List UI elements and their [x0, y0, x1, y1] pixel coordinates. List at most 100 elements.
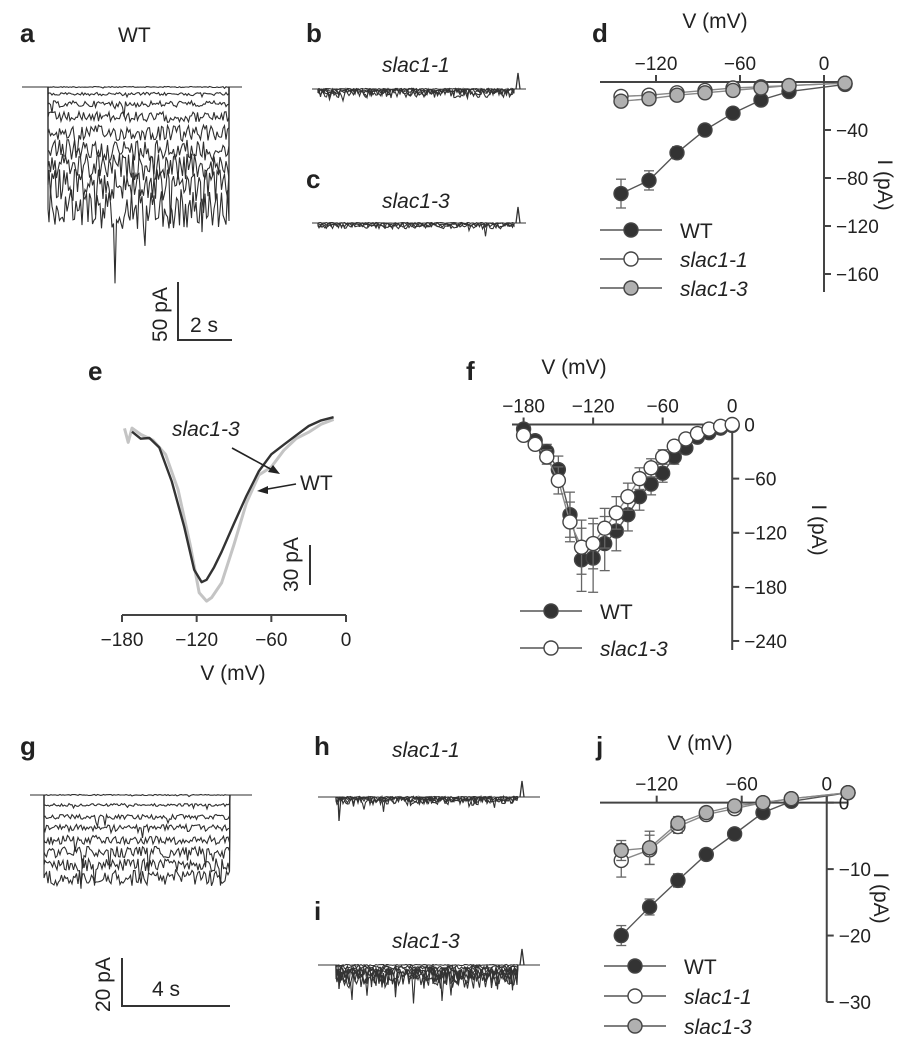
legend-label-slac1-3: slac1-3 [684, 1016, 752, 1039]
trace-line [318, 794, 540, 812]
legend-label-slac1-1: slac1-1 [680, 249, 748, 272]
data-point-slac1-3 [643, 460, 659, 476]
tail-spike [515, 206, 521, 224]
panel-label-c: c [306, 164, 320, 194]
scale-bar-e-label: 30 pA [280, 537, 303, 592]
data-point-WT [725, 105, 741, 121]
data-point-slac1-3 [515, 427, 532, 444]
current-trace-slac1-1 [312, 72, 526, 103]
data-point-WT [726, 826, 743, 842]
data-point-slac1-3 [641, 91, 657, 107]
x-tick-label: 0 [819, 54, 830, 75]
panel-label-h: h [314, 731, 330, 761]
onset-spike [337, 796, 342, 822]
panel-label-e: e [88, 356, 102, 386]
panel-e-annotations: slac1-3 WT 30 pA [172, 418, 333, 592]
data-point-slac1-3 [654, 449, 671, 465]
legend-marker-slac1-1 [623, 251, 639, 267]
trace-line [30, 794, 252, 888]
panel-label-j: j [595, 731, 603, 761]
x-tick-label: 0 [341, 630, 352, 651]
data-point-slac1-3 [585, 535, 601, 552]
legend-label-slac1-3: slac1-3 [680, 278, 748, 301]
data-point-slac1-3 [620, 488, 636, 505]
data-point-slac1-3 [539, 449, 555, 465]
tail-spike [519, 948, 525, 966]
data-point-slac1-3 [698, 804, 714, 821]
data-point-slac1-3 [631, 470, 648, 487]
data-point-slac1-3 [837, 75, 853, 91]
trace-line [22, 85, 242, 90]
trace-title-slac1-3: slac1-3 [382, 190, 450, 213]
legend-marker-WT [543, 603, 559, 619]
data-point-slac1-3 [597, 520, 613, 536]
y-tick-label: −120 [836, 217, 879, 238]
trace-line [30, 794, 252, 829]
y-tick-label: −20 [839, 927, 871, 948]
legend-marker-WT [623, 222, 639, 238]
x-axis-label: V (mV) [667, 732, 732, 755]
legend-marker-slac1-3 [627, 1018, 643, 1034]
data-point-slac1-3 [608, 505, 625, 521]
legend-label-WT: WT [680, 220, 713, 243]
data-point-slac1-3 [613, 842, 629, 859]
legend-marker-slac1-3 [543, 640, 559, 656]
x-tick-label: −60 [726, 775, 758, 796]
scale-bar-g: 20 pA 4 s [92, 957, 230, 1012]
chart-d-iv-curve: −120 −60 0 −40 −80 −120 −160 V (mV) I (pA) WT slac… [600, 10, 896, 301]
trace-line [30, 794, 252, 872]
x-tick-label: −60 [724, 54, 756, 75]
current-traces-g-wt [30, 793, 252, 889]
panel-label-i: i [314, 896, 321, 926]
annotation-slac1-3: slac1-3 [172, 418, 240, 441]
trace-title-i-slac1-3: slac1-3 [392, 930, 460, 953]
trace-line [318, 964, 540, 1001]
trace-line [30, 793, 252, 798]
y-tick-label: −10 [839, 860, 871, 881]
panel-label-a: a [20, 18, 35, 48]
y-tick-label: −180 [744, 578, 787, 599]
data-point-WT [613, 927, 629, 944]
scale-bar-a: 50 pA 2 s [149, 282, 232, 342]
x-tick-label: −120 [175, 630, 218, 651]
y-tick-label: −160 [836, 265, 879, 286]
x-tick-label: −120 [635, 54, 678, 75]
trace-line [22, 86, 242, 175]
x-tick-label: 0 [821, 775, 832, 796]
legend-marker-slac1-1 [627, 988, 643, 1004]
legend-label-slac1-1: slac1-1 [684, 986, 752, 1009]
onset-spike [337, 964, 342, 990]
y-axis-label: I (pA) [807, 504, 830, 555]
data-point-slac1-3 [562, 514, 578, 530]
data-point-WT [670, 872, 686, 889]
legend-label-slac1-3: slac1-3 [600, 638, 668, 661]
data-point-slac1-3 [781, 77, 797, 94]
data-point-slac1-3 [670, 815, 686, 831]
trace-line [22, 86, 242, 233]
y-tick-label: −40 [836, 121, 868, 142]
data-point-slac1-3 [669, 87, 685, 103]
y-tick-label: −80 [836, 169, 868, 190]
x-tick-label: −120 [635, 775, 678, 796]
data-point-slac1-3 [613, 93, 629, 109]
x-tick-label: 0 [727, 397, 738, 418]
data-point-slac1-3 [755, 794, 771, 811]
data-point-WT [641, 172, 657, 189]
trace-line [30, 794, 252, 889]
y-tick-label: 0 [839, 794, 850, 815]
trace-line [312, 221, 526, 237]
chart-j-iv-curve: −120 −60 00 −10 −20 −30 V (mV) I (pA) WT slac1-1 s… [600, 732, 892, 1039]
trace-line [22, 86, 242, 99]
current-traces-wt [22, 85, 242, 284]
legend-marker-slac1-3 [623, 280, 639, 296]
x-tick-label: −180 [502, 397, 545, 418]
chart-e-ramp-iv: −180 −120 −60 0 V (mV) [101, 416, 352, 685]
data-point-slac1-3 [724, 416, 740, 433]
trace-line [30, 794, 252, 838]
trace-title-slac1-1: slac1-1 [382, 54, 450, 77]
legend-marker-WT [627, 958, 643, 974]
chart-f-iv-curve: −180 −120 −60 00 −60 −120 −180 −240 V (mV) I (pA)… [502, 356, 830, 661]
current-trace-slac1-3 [312, 206, 526, 237]
y-tick-label: −60 [744, 470, 776, 491]
legend-label-WT: WT [684, 956, 717, 979]
